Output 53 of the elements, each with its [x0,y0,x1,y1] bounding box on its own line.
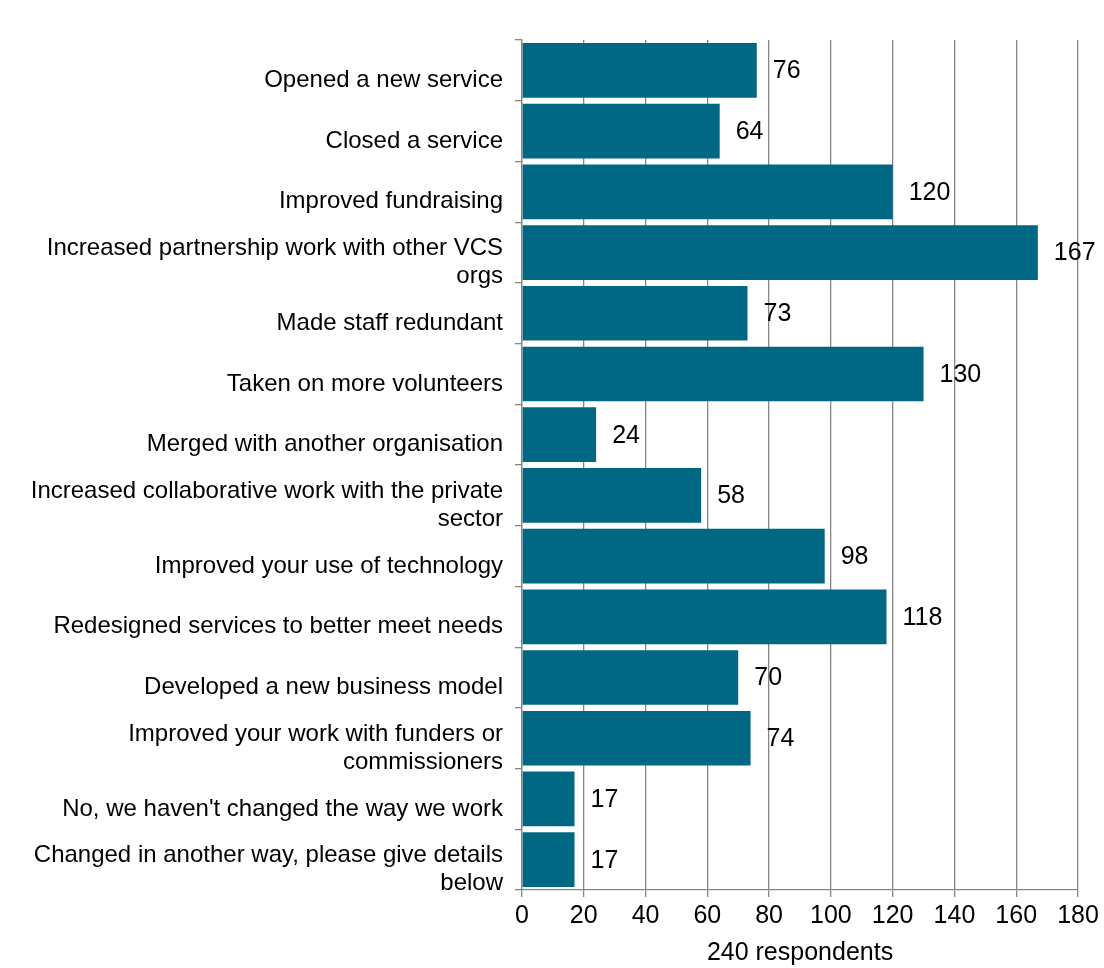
bar [522,407,597,463]
y-tick-label: No, we haven't changed the way we work [62,793,504,821]
y-tick-label: Improved your work with funders or commissioners [128,718,504,774]
y-tick-label: Improved fundraising [278,186,503,214]
y-tick-label: Taken on more volunteers [226,368,503,396]
y-tick-label: Opened a new service [264,65,503,93]
data-label: 130 [939,358,982,387]
bar [522,528,825,584]
x-tick-label: 40 [631,899,660,928]
bar [522,103,720,159]
x-axis-title: 240 respondents [706,936,894,965]
data-label: 24 [612,419,641,448]
bar [522,771,575,827]
data-label: 120 [908,176,951,205]
data-label: 58 [717,480,745,509]
x-tick-label: 100 [810,899,852,928]
bar [522,650,739,705]
bar [522,43,757,98]
data-label: 118 [902,601,943,630]
bar [522,285,748,341]
data-label: 64 [735,116,764,145]
y-tick-label: Merged with another organisation [146,429,503,457]
bar [522,710,751,766]
x-tick-label: 0 [515,899,529,928]
data-label: 70 [754,662,783,691]
data-label: 17 [590,783,619,812]
y-tick-label: Changed in another way, please give details below [33,840,504,896]
x-tick-label: 60 [693,899,722,928]
data-label: 73 [763,298,792,327]
x-tick-label: 120 [871,899,914,928]
bar [522,346,924,402]
y-tick-label: Redesigned services to better meet needs [53,611,503,639]
bar [522,468,702,523]
x-tick-label: 20 [569,899,598,928]
data-label: 167 [1053,237,1096,266]
bar [522,589,887,645]
x-tick-label: 80 [755,899,784,928]
x-tick-label: 160 [995,899,1038,928]
x-tick-label: 140 [933,899,976,928]
y-tick-label: Closed a service [325,125,503,153]
bar [522,225,1038,280]
data-label: 76 [772,55,801,84]
y-tick-label: Increased collaborative work with the private sector [30,475,503,532]
x-tick-label: 180 [1057,899,1099,928]
data-label: 98 [840,540,869,569]
y-tick-label: Improved your use of technology [154,550,503,578]
data-label: 74 [766,723,795,752]
bar [522,832,575,887]
bar [522,164,893,220]
y-tick-label: Increased partnership work with other VCS orgs [46,233,503,289]
y-tick-label: Developed a new business model [144,672,503,700]
y-tick-label: Made staff redundant [276,307,504,335]
data-label: 17 [590,844,619,873]
